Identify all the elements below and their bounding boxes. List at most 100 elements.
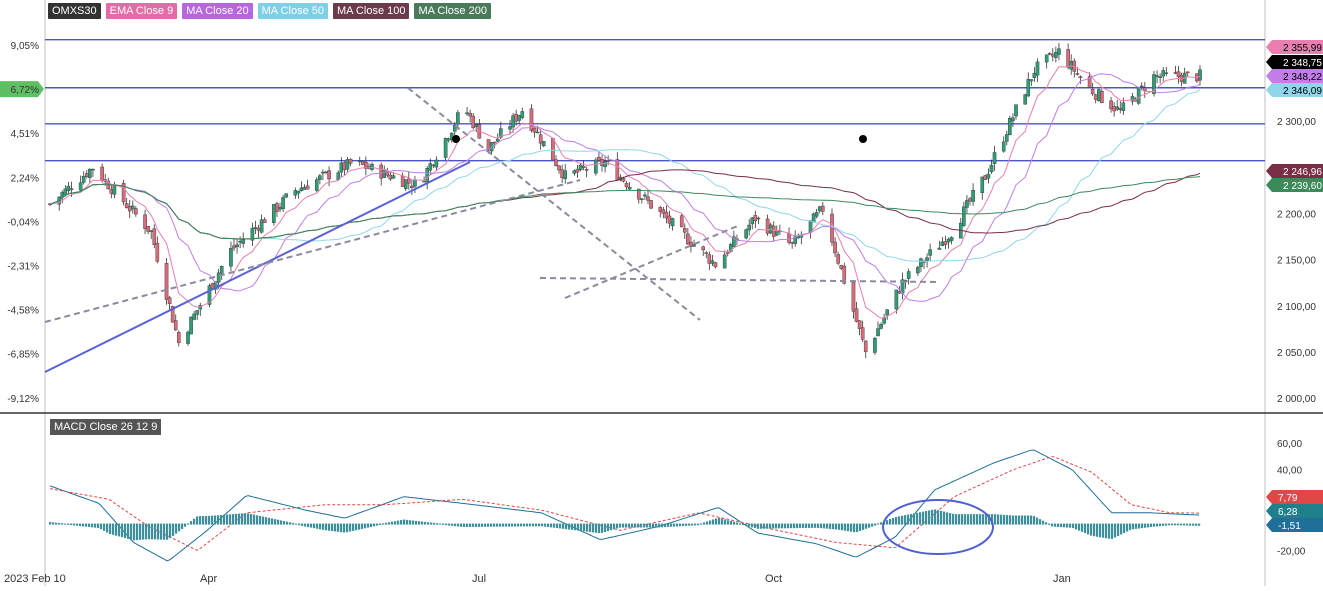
candle xyxy=(1093,94,1098,100)
candle xyxy=(1011,117,1015,122)
macd-histogram-bar xyxy=(811,523,814,528)
candle xyxy=(971,190,975,202)
macd-histogram-bar xyxy=(100,523,103,530)
macd-histogram-bar xyxy=(577,523,580,531)
macd-histogram-bar xyxy=(1099,523,1102,538)
macd-histogram-bar xyxy=(367,523,370,528)
macd-histogram-bar xyxy=(1006,515,1009,525)
macd-histogram-bar xyxy=(772,523,775,529)
macd-histogram-bar xyxy=(241,513,244,525)
macd-histogram-bar xyxy=(1108,523,1111,539)
macd-histogram-bar xyxy=(217,515,220,525)
macd-histogram-bar xyxy=(640,523,643,528)
macd-histogram-bar xyxy=(958,514,961,525)
candle xyxy=(968,198,972,202)
candle xyxy=(854,308,859,322)
candle xyxy=(581,165,586,168)
candle xyxy=(775,230,779,236)
macd-histogram-bar xyxy=(190,521,193,525)
candle xyxy=(499,128,503,138)
candle xyxy=(1136,87,1141,104)
candle xyxy=(704,252,709,254)
macd-histogram-bar xyxy=(1153,523,1156,527)
candle xyxy=(817,206,822,212)
macd-histogram-bar xyxy=(253,514,256,525)
macd-histogram-bar xyxy=(205,516,208,525)
candle xyxy=(1139,85,1144,88)
x-tick-label: Apr xyxy=(200,573,217,585)
legend-item[interactable]: EMA Close 9 xyxy=(105,3,178,19)
legend-item[interactable]: MA Close 200 xyxy=(414,3,491,19)
macd-histogram-bar xyxy=(595,523,598,533)
macd-histogram-bar xyxy=(568,523,571,530)
dashed-trend xyxy=(564,224,741,299)
macd-histogram-bar xyxy=(1066,523,1069,528)
candle xyxy=(446,138,451,141)
candle xyxy=(753,215,758,222)
macd-histogram-bar xyxy=(991,514,994,525)
macd-histogram-bar xyxy=(247,513,250,525)
candle xyxy=(621,178,626,182)
candle xyxy=(732,236,736,247)
macd-histogram-bar xyxy=(1174,523,1177,526)
price-tag xyxy=(1266,83,1323,97)
macd-histogram-bar xyxy=(1111,523,1114,539)
macd-histogram-bar xyxy=(1036,517,1039,525)
candle xyxy=(1130,96,1135,102)
macd-histogram-bar xyxy=(91,523,94,528)
legend-item[interactable]: MA Close 50 xyxy=(257,3,328,19)
macd-histogram-bar xyxy=(823,523,826,529)
macd-histogram-bar xyxy=(694,523,697,526)
left-tick-label: 6,72% xyxy=(11,85,39,96)
candle xyxy=(670,218,675,227)
candle xyxy=(1066,49,1070,68)
macd-histogram-bar xyxy=(493,523,496,527)
legend-item[interactable]: OMXS30 xyxy=(48,3,101,19)
macd-tag xyxy=(1266,518,1323,532)
candle xyxy=(195,310,200,315)
macd-histogram-bar xyxy=(448,523,451,526)
macd-histogram-bar xyxy=(349,523,352,532)
candle xyxy=(63,188,68,195)
macd-histogram-bar xyxy=(646,523,649,528)
macd-histogram-bar xyxy=(580,523,583,531)
macd-histogram-bar xyxy=(391,521,394,525)
candle xyxy=(164,263,169,300)
candle xyxy=(299,187,304,191)
macd-histogram-bar xyxy=(553,523,556,528)
macd-histogram-bar xyxy=(778,523,781,529)
candle xyxy=(1100,91,1104,104)
candle xyxy=(876,328,880,337)
legend-item[interactable]: MA Close 100 xyxy=(332,3,410,19)
legend-item[interactable]: MA Close 20 xyxy=(182,3,253,19)
macd-histogram-bar xyxy=(70,523,73,526)
macd-histogram-bar xyxy=(55,522,58,525)
macd-histogram-bar xyxy=(499,523,502,527)
candle xyxy=(643,194,647,197)
macd-histogram-bar xyxy=(982,514,985,525)
macd-histogram-bar xyxy=(1129,523,1132,531)
macd-histogram-bar xyxy=(124,523,127,539)
macd-histogram-bar xyxy=(703,522,706,525)
dashed-trend xyxy=(44,179,581,323)
candle xyxy=(443,137,448,158)
ema9-line xyxy=(49,65,1201,319)
macd-histogram-bar xyxy=(532,523,535,527)
macd-histogram-bar xyxy=(715,518,718,525)
macd-histogram-bar xyxy=(1189,523,1192,526)
macd-histogram-bar xyxy=(187,523,190,525)
candle xyxy=(624,182,629,188)
macd-highlight-ellipse xyxy=(882,499,994,555)
macd-histogram-bar xyxy=(388,522,391,525)
candle xyxy=(364,161,368,169)
macd-histogram-bar xyxy=(487,523,490,527)
macd-histogram-bar xyxy=(199,516,202,525)
macd-histogram-bar xyxy=(1003,514,1006,525)
macd-histogram-bar xyxy=(295,523,298,525)
candle xyxy=(627,187,632,190)
macd-histogram-bar xyxy=(1150,523,1153,528)
candle xyxy=(186,331,190,344)
candle xyxy=(661,209,666,214)
macd-histogram-bar xyxy=(745,523,748,526)
